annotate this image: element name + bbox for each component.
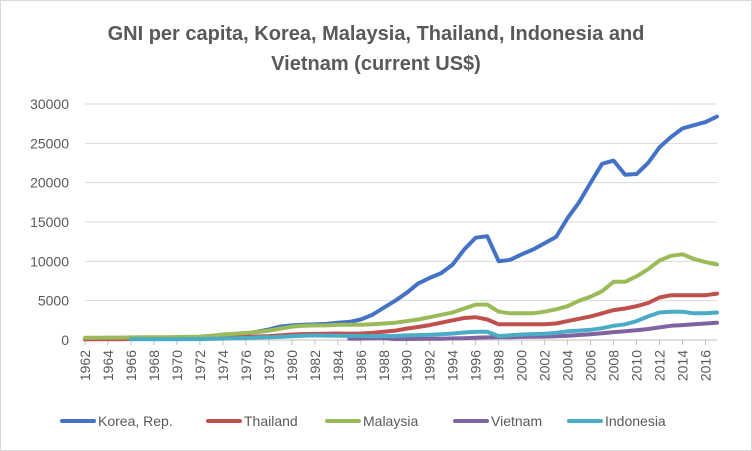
- x-tick-label: 1996: [468, 350, 484, 381]
- legend: Korea, Rep. Thailand Malaysia Vietnam Indone…: [60, 413, 666, 429]
- series-line-vietnam: [347, 320, 719, 342]
- x-tick-label: 1976: [238, 350, 254, 381]
- x-tick-label: 1978: [261, 350, 277, 381]
- x-tick-label: 2004: [560, 350, 576, 381]
- x-tick-label: 1966: [123, 350, 139, 381]
- x-tick-label: 1972: [192, 350, 208, 381]
- chart-title-line-2: Vietnam (current US$): [271, 53, 481, 75]
- x-tick-label: 1970: [169, 350, 185, 381]
- y-tick-label: 20000: [30, 175, 69, 191]
- x-tick-label: 1964: [100, 350, 116, 381]
- legend-label: Indonesia: [605, 413, 666, 429]
- x-tick-label: 2012: [652, 350, 668, 381]
- series-line-indonesia: [129, 309, 719, 342]
- x-tick-label: 1980: [284, 350, 300, 381]
- x-tick-label: 1992: [422, 350, 438, 381]
- chart-title-line-1: GNI per capita, Korea, Malaysia, Thailan…: [108, 23, 645, 45]
- x-tick-label: 2008: [606, 350, 622, 381]
- legend-label: Vietnam: [491, 413, 542, 429]
- y-tick-label: 0: [61, 332, 69, 348]
- x-tick-label: 1982: [307, 350, 323, 381]
- x-tick-label: 1974: [215, 350, 231, 381]
- x-tick-label: 1998: [491, 350, 507, 381]
- x-tick-label: 2000: [514, 350, 530, 381]
- series-line-malaysia: [83, 252, 719, 340]
- x-tick-label: 1962: [77, 350, 93, 381]
- x-tick-label: 1990: [399, 350, 415, 381]
- x-tick-label: 2002: [537, 350, 553, 381]
- x-tick-label: 1968: [146, 350, 162, 381]
- x-tick-label: 2010: [629, 350, 645, 381]
- y-tick-label: 25000: [30, 135, 69, 151]
- series-line-korea-rep: [83, 114, 719, 342]
- legend-label: Malaysia: [363, 413, 418, 429]
- y-tick-label: 15000: [30, 214, 69, 230]
- y-tick-label: 10000: [30, 253, 69, 269]
- x-tick-label: 1994: [445, 350, 461, 381]
- x-tick-label: 1988: [376, 350, 392, 381]
- legend-label: Thailand: [244, 413, 298, 429]
- x-tick-label: 2006: [583, 350, 599, 381]
- y-tick-label: 30000: [30, 96, 69, 112]
- y-axis-ticks: 0 5000 10000 15000 20000 25000 30000: [30, 96, 69, 348]
- x-axis-ticks: 1962 1964 1966 1968 1970 1972 1974 1976 1978 1980…: [77, 340, 714, 381]
- y-tick-label: 5000: [38, 293, 69, 309]
- x-tick-label: 2016: [698, 350, 714, 381]
- x-tick-label: 2014: [675, 350, 691, 381]
- legend-label: Korea, Rep.: [98, 413, 173, 429]
- gridlines: [85, 103, 717, 341]
- x-tick-label: 1984: [330, 350, 346, 381]
- series-lines: [83, 114, 719, 342]
- x-tick-label: 1986: [353, 350, 369, 381]
